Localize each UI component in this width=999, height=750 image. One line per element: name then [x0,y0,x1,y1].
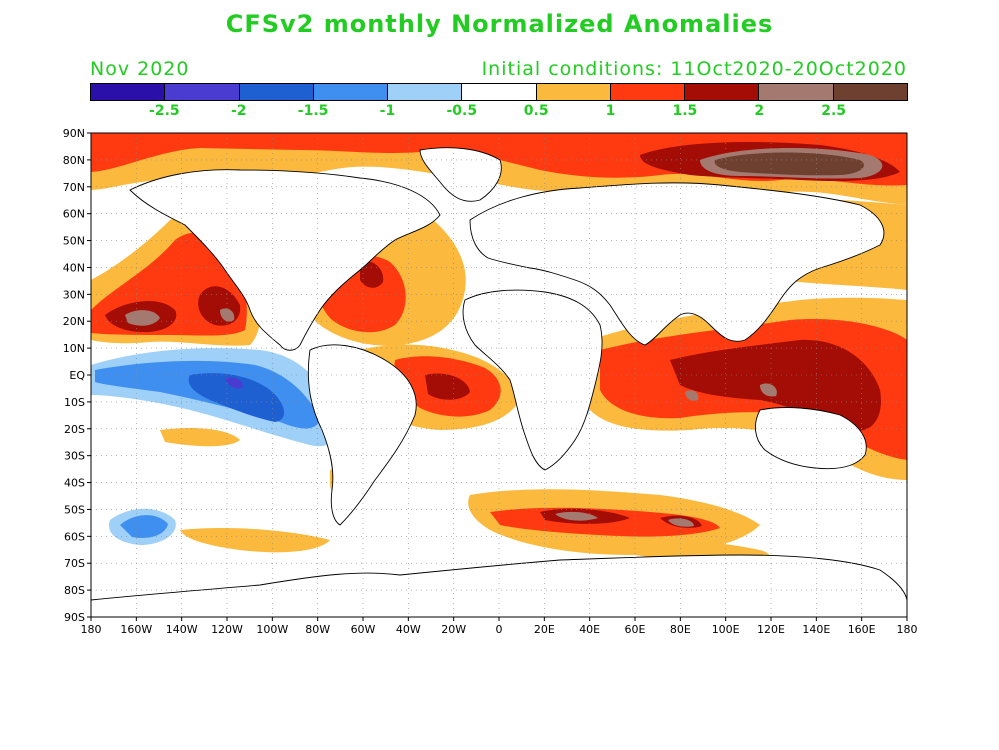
color-bar-segment [685,84,760,100]
color-bar-segment [313,84,389,100]
initial-conditions: Initial conditions: 11Oct2020-20Oct2020 [481,58,907,80]
latitude-label: 30S [64,450,85,463]
longitude-label: 160W [120,623,152,636]
longitude-label: 60W [351,623,376,636]
africa [462,289,603,471]
anomaly-npac-extreme [125,308,235,326]
anomaly-arctic-max [714,152,864,176]
longitude-label: 20W [441,623,466,636]
latitude-label: 20N [63,315,85,328]
color-bar-segment [388,84,463,100]
latitude-label: 40S [64,477,85,490]
latitude-label: 10S [64,396,85,409]
latitude-label: 50N [63,235,85,248]
anomaly-indian-very-strong [670,339,881,431]
longitude-label: 100E [712,623,740,636]
longitude-label: 80E [670,623,691,636]
greenland [419,147,502,202]
latitude-label: 70N [63,181,85,194]
latitude-label: 90S [64,611,85,624]
color-bar-label: -2 [230,103,247,119]
south-america [307,344,417,526]
color-bar-label: 1 [605,103,616,119]
latitude-labels: 90N 80N 70N 60N 50N 40N 30N 20N 10N EQ 10S 20S 30S 40… [63,127,91,624]
latitude-label: 50S [64,503,85,516]
color-bar-label: 2 [754,103,765,119]
color-bar-segment [239,84,314,100]
latitude-label: 20S [64,423,85,436]
anomaly-south-extreme [555,511,694,527]
antarctica [91,554,907,617]
longitude-label: 20E [534,623,555,636]
forecast-month: Nov 2020 [90,58,190,80]
anomaly-sh-strip-1 [160,428,240,447]
longitude-label: 40W [396,623,421,636]
continents [91,147,907,617]
color-bar-segment [165,84,240,100]
north-america [129,169,441,351]
longitude-labels: 180 160W 140W 120W 100W 80W 60W 40W 20W 0 20E 40E 60… [81,617,918,636]
longitude-label: 180 [81,623,102,636]
longitude-label: 140W [166,623,198,636]
color-bar-segment [462,84,537,100]
anomaly-epac-core [225,377,243,389]
latitude-label: 60N [63,208,85,221]
latitude-label: 80N [63,154,85,167]
color-bar-label: 1.5 [672,103,698,119]
color-bar-segment [91,84,166,100]
color-bar-segment [536,84,611,100]
latitude-label: 80S [64,584,85,597]
color-bar-segment [610,84,686,100]
longitude-label: 60E [625,623,646,636]
color-bar-label: -1.5 [297,103,329,119]
longitude-label: 120W [211,623,243,636]
anomaly-indian-extreme [685,383,777,401]
latitude-label: 40N [63,261,85,274]
anomaly-field [91,133,907,617]
longitude-label: 180 [897,623,918,636]
anomaly-epac-strong-cold [188,373,285,422]
color-bar-label: -2.5 [149,103,180,119]
longitude-label: 80W [305,623,330,636]
color-bar-label: -1 [379,103,396,119]
color-bar-label: 0.5 [523,103,549,119]
latitude-label: 70S [64,557,85,570]
color-bar-label: -0.5 [446,103,478,119]
longitude-label: 160E [848,623,876,636]
graticule [91,133,907,617]
color-bar-segment [833,84,907,100]
longitude-label: 120E [757,623,785,636]
latitude-label: 10N [63,342,85,355]
latitude-label: 60S [64,530,85,543]
color-bar-label: 2.5 [821,103,847,119]
longitude-label: 0 [496,623,503,636]
longitude-label: 140E [802,623,830,636]
longitude-label: 40E [579,623,600,636]
longitude-label: 100W [256,623,288,636]
australia [754,407,867,470]
europe-asia [469,182,885,346]
map-title: CFSv2 monthly Normalized Anomalies [225,10,774,38]
latitude-label: 90N [63,127,85,140]
anomaly-spac-cold [120,515,168,538]
color-bar [90,83,908,101]
anomaly-tatl-very-strong [425,373,470,400]
anomaly-watl-very-strong [360,261,384,288]
anomaly-sh-strip-3 [180,528,330,553]
latitude-label: 30N [63,288,85,301]
color-bar-segment [759,84,834,100]
latitude-label: EQ [69,369,85,382]
